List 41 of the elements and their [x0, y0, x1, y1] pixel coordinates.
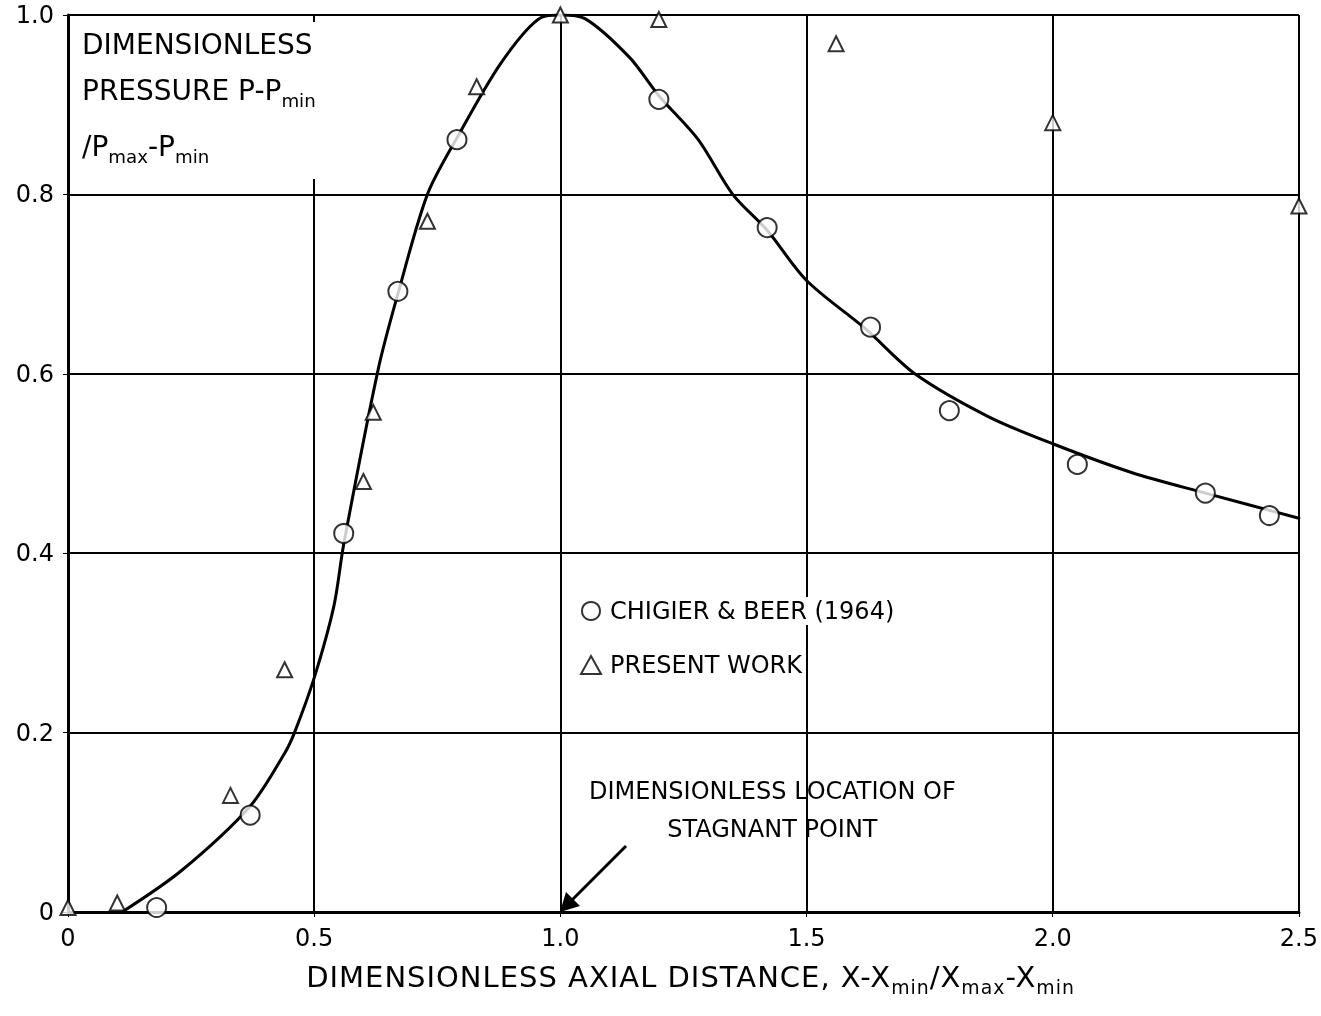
y-tick-label: 0 [38, 898, 54, 926]
x-tick-label: 0.5 [295, 924, 334, 952]
x-axis-title: DIMENSIONLESS AXIAL DISTANCE, X-X$_{min}$/X$_{max}$-X$_{min}$ [305, 960, 1076, 998]
point [468, 78, 486, 96]
y-tick-label: 0.8 [15, 180, 54, 209]
point [827, 35, 845, 53]
point [551, 6, 569, 24]
x-tick-label: 0 [60, 924, 76, 952]
x-tick-label: 1.0 [541, 924, 580, 952]
point [333, 522, 355, 544]
point [1290, 197, 1308, 215]
point [1194, 482, 1216, 504]
point [860, 316, 882, 338]
point [648, 88, 670, 110]
point [1066, 453, 1088, 475]
point [650, 10, 668, 28]
point [938, 400, 960, 422]
point [418, 212, 436, 230]
point [364, 403, 382, 421]
point [108, 894, 126, 912]
point [1258, 505, 1280, 527]
y-tick-label: 0.4 [15, 539, 54, 568]
point [446, 129, 468, 151]
point [354, 472, 372, 490]
x-tick-label: 2.5 [1279, 924, 1318, 952]
y-tick-label: 1.0 [15, 1, 54, 29]
text: DIMENSIONLESS PRESSURE P-P$_{min}$ /P$_{max}$-P$_{min}$ [82, 28, 316, 167]
x-tick-label: 1.5 [787, 924, 826, 952]
point [1044, 114, 1062, 132]
point [387, 280, 409, 302]
legend-label: CHIGIER & BEER (1964) [610, 597, 895, 625]
y-tick-label: 0.6 [15, 359, 54, 388]
point [221, 786, 239, 804]
point [276, 661, 294, 679]
point [756, 217, 778, 239]
legend-label: PRESENT WORK [610, 651, 804, 679]
point [59, 899, 77, 917]
y-tick-label: 0.2 [15, 718, 54, 747]
x-tick-label: 2.0 [1033, 924, 1072, 952]
point [146, 897, 168, 919]
point [239, 804, 261, 826]
